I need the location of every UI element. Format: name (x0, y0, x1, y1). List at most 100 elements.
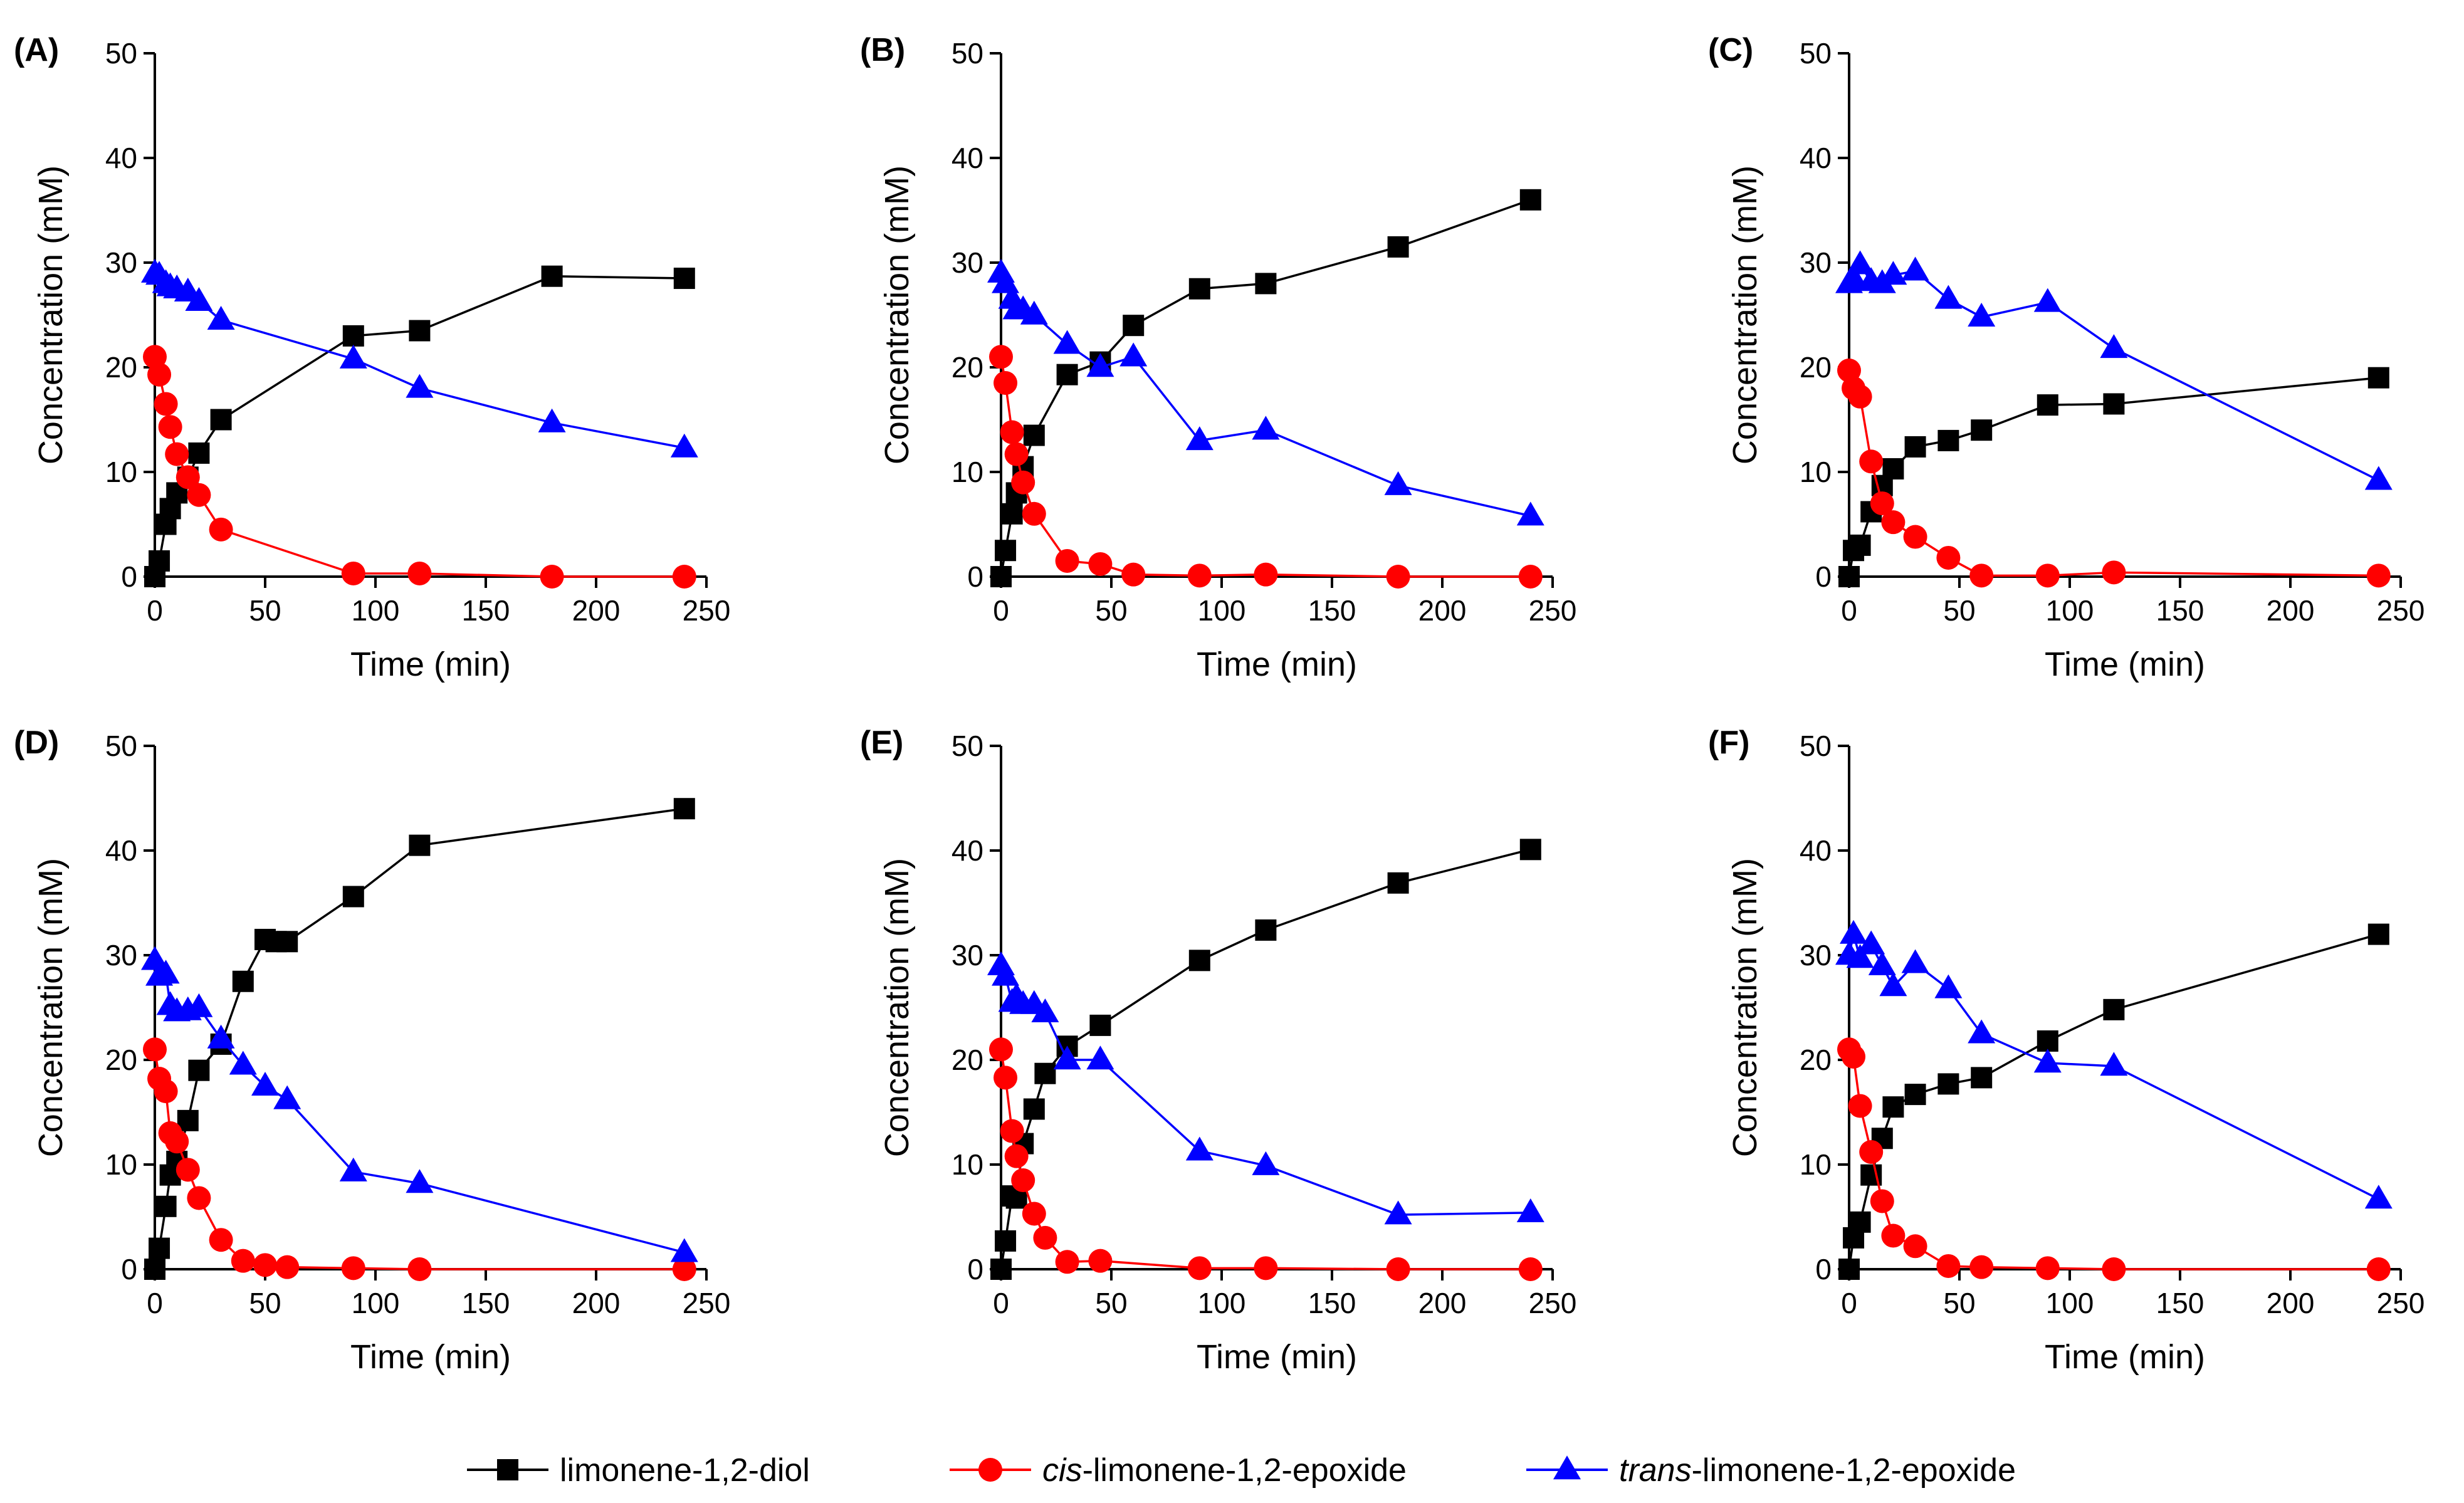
panel-d-label: (D) (14, 725, 59, 761)
panel-b-x-tick-label: 0 (993, 594, 1009, 627)
panel-f-cis-point (1881, 1223, 1906, 1248)
panel-f-trans-point (1901, 949, 1929, 973)
legend-diol-label: limonene-1,2-diol (560, 1452, 810, 1489)
panel-d-diol-point (232, 970, 254, 992)
panel-b-cis-point (1254, 562, 1278, 587)
panel-f-x-tick-label: 100 (2046, 1287, 2094, 1319)
panel-d-cis-point (176, 1158, 200, 1182)
panel-d-cis-point (253, 1253, 277, 1277)
panel-b-y-tick-label: 10 (952, 456, 983, 488)
panel-f-trans-point (1840, 919, 1868, 944)
legend-cis-marker (978, 1458, 1002, 1482)
panel-e-diol-point (990, 1259, 1012, 1280)
panel-d-diol-point (144, 1259, 165, 1280)
panel-a-diol-point (342, 325, 364, 347)
panel-e-label: (E) (860, 725, 903, 761)
panel-c-x-tick-label: 50 (1943, 594, 1975, 627)
panel-e-trans-point (1516, 1198, 1544, 1223)
panel-c-diol-point (1849, 534, 1871, 556)
panel-d-y-tick-label: 0 (121, 1253, 137, 1286)
panel-f-trans-point (1846, 944, 1874, 968)
panel-d-diol-point (276, 931, 298, 953)
panel-c-x-tick-label: 200 (2267, 594, 2315, 627)
panel-e-trans-point (1384, 1200, 1412, 1225)
panel-f-series-diol (1838, 923, 2389, 1280)
panel-a-x-tick-label: 0 (147, 594, 163, 627)
panel-c-y-tick-label: 0 (1815, 560, 1832, 593)
panel-f-cis-point (1848, 1094, 1872, 1118)
panel-a-cis-point (187, 483, 211, 507)
panel-a-y-tick-label: 30 (105, 246, 137, 279)
panel-e-cis-point (1055, 1250, 1079, 1274)
panel-b-y-tick-label: 20 (952, 351, 983, 384)
panel-f-y-tick-label: 20 (1800, 1044, 1832, 1076)
panel-b-x-axis-title: Time (min) (1197, 646, 1357, 683)
panel-f-cis-point (1859, 1139, 1884, 1164)
panel-a-diol-point (673, 268, 695, 290)
panel-f-cis-point (1903, 1234, 1927, 1259)
panel-a-trans-point (185, 286, 213, 311)
panel-e-diol-point (1089, 1014, 1111, 1036)
panel-e-cis-point (1011, 1168, 1035, 1193)
panel-f-trans-point (2100, 1052, 2128, 1076)
panel-a-x-axis-title: Time (min) (350, 646, 511, 683)
panel-e-y-tick-label: 30 (952, 939, 983, 971)
panel-c: (C) 0 50 100 150 200 250 0 10 20 30 40 50 Time (min) C… (1708, 32, 2425, 683)
panel-e-x-tick-label: 250 (1529, 1287, 1577, 1319)
panel-b-cis-point (1011, 470, 1035, 495)
panel-a-diol-point (149, 550, 170, 572)
panel-b-trans-point (1252, 416, 1280, 440)
panel-c-trans-point (2033, 288, 2062, 312)
panel-a-x-tick-label: 50 (249, 594, 281, 627)
panel-c-cis-point (1969, 563, 1994, 588)
panel-b-cis-point (1518, 565, 1543, 589)
panel-f-trans-point (1879, 972, 1907, 997)
panel-d-series-trans (141, 946, 698, 1262)
panel-d-y-tick-label: 50 (105, 730, 137, 762)
panel-e-trans-point (1086, 1045, 1114, 1070)
panel-b-cis-point (1187, 563, 1212, 588)
panel-e-diol-point (995, 1230, 1017, 1252)
panel-d-trans-point (406, 1169, 434, 1193)
panel-b-trans-point (1384, 471, 1412, 495)
panel-a-trans-point (207, 306, 235, 330)
panel-f-cis-point (2366, 1257, 2391, 1281)
panel-a-cis-point (540, 565, 564, 589)
legend-cis-text: -limonene-1,2-epoxide (1083, 1452, 1407, 1489)
panel-b-diol-point (1519, 189, 1541, 211)
panel-c-cis-point (1848, 384, 1872, 409)
panel-f-y-axis-title: Concentration (mM) (1726, 858, 1764, 1157)
panel-f-series-trans (1835, 919, 2393, 1209)
panel-a-cis-point (341, 561, 365, 585)
panel-c-y-tick-label: 40 (1800, 142, 1832, 174)
panel-a-x-tick-label: 150 (462, 594, 510, 627)
panel-e-trans-point (992, 961, 1020, 986)
panel-e-cis-point (993, 1066, 1018, 1090)
panel-c-diol-point (1838, 566, 1860, 587)
panel-c-series-cis (1837, 359, 2391, 588)
panel-b-cis-point (1088, 552, 1113, 576)
panel-f-cis-point (2102, 1257, 2126, 1281)
panel-c-cis-point (2102, 560, 2126, 585)
panel-b-diol-point (1123, 315, 1145, 337)
panel-b-diol-point (995, 540, 1017, 562)
panel-f-y-tick-label: 30 (1800, 939, 1832, 971)
panel-e-cis-point (1004, 1144, 1029, 1168)
panel-d-x-tick-label: 0 (147, 1287, 163, 1319)
panel-f-label: (F) (1708, 725, 1749, 761)
panel-e-series-diol (990, 839, 1541, 1280)
panel-a-cis-point (176, 465, 200, 490)
panel-d-cis-point (231, 1249, 255, 1273)
panel-b-x-tick-label: 250 (1529, 594, 1577, 627)
panel-d-cis-point (341, 1256, 365, 1280)
panel-b-trans-point (1053, 330, 1081, 354)
panel-c-y-axis-title: Concentration (mM) (1726, 165, 1764, 464)
panel-f-cis-point (1969, 1255, 1994, 1279)
panel-f-trans-point (1968, 1019, 1996, 1044)
panel-e-x-tick-label: 100 (1198, 1287, 1246, 1319)
panel-b-cis-point (989, 345, 1013, 369)
panel-a-trans-point (538, 408, 566, 432)
panel-b-y-axis-title: Concentration (mM) (878, 165, 916, 464)
